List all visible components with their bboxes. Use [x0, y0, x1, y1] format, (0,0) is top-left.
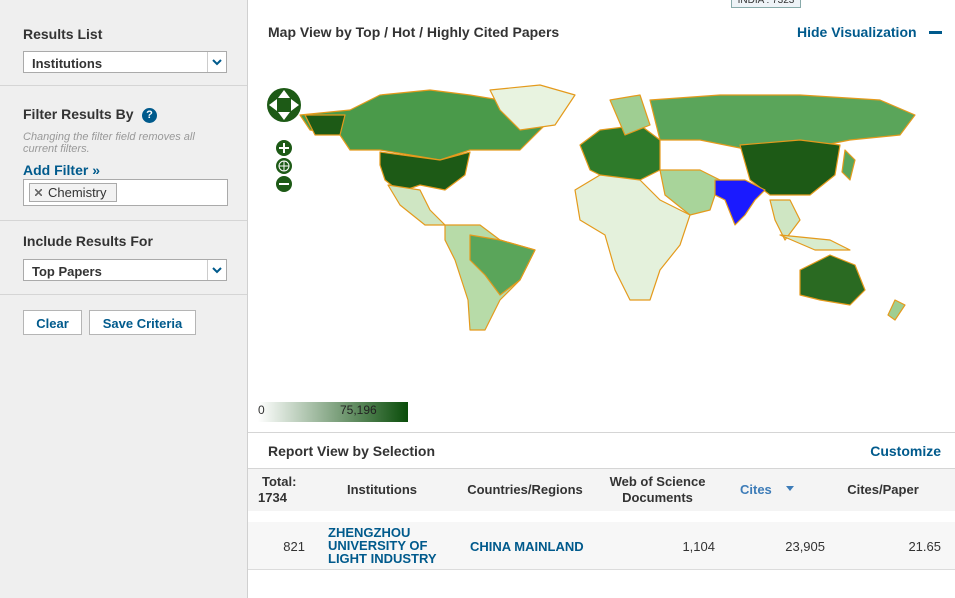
- table-row: [248, 522, 955, 570]
- column-header: Countries/Regions: [467, 482, 583, 497]
- divider: [0, 85, 247, 86]
- collapse-icon[interactable]: [929, 31, 942, 34]
- chevron: [207, 260, 222, 280]
- column-header[interactable]: Cites: [740, 482, 772, 497]
- filter-title: Filter Results By: [23, 106, 134, 122]
- table-header: [248, 468, 955, 511]
- results-list-label: Results List: [23, 26, 103, 42]
- total-label: Total:: [262, 474, 297, 489]
- column-header: Cites/Paper: [847, 482, 919, 497]
- chevron: [207, 52, 222, 72]
- customize-link[interactable]: Customize: [870, 443, 941, 459]
- world-map: [267, 84, 916, 331]
- total-count: 1734: [258, 490, 287, 505]
- column-header: Web of Science Documents: [609, 474, 706, 505]
- divider: [0, 294, 247, 295]
- documents: 1,104: [682, 539, 715, 554]
- help-icon[interactable]: ?: [142, 108, 157, 123]
- cites-per-paper: 21.65: [908, 539, 941, 554]
- clear-button[interactable]: Clear: [23, 310, 82, 335]
- country-link[interactable]: CHINA MAINLAND: [470, 539, 584, 554]
- include-select[interactable]: Top Papers: [23, 259, 227, 281]
- filter-note: Changing the filter field removes all cu…: [23, 131, 195, 155]
- hide-visualization[interactable]: Hide Visualization: [797, 24, 917, 40]
- sort-arrow: [786, 486, 794, 491]
- cites: 23,905: [785, 539, 825, 554]
- add-filter-link[interactable]: Add Filter »: [23, 162, 101, 178]
- rank: 821: [283, 539, 305, 554]
- divider: [248, 432, 955, 433]
- institution-link[interactable]: ZHENGZHOU UNIVERSITY OF LIGHT INDUSTRY: [328, 525, 437, 566]
- column-header: Institutions: [346, 482, 418, 497]
- legend-gradient: [258, 402, 408, 422]
- divider: [0, 220, 247, 221]
- map-tooltip: INDIA : 7323: [731, 0, 801, 8]
- map-title: Map View by Top / Hot / Highly Cited Pap…: [268, 24, 560, 40]
- save-button[interactable]: Save Criteria: [89, 310, 196, 335]
- select-value: Top Papers: [32, 264, 102, 279]
- map-controls[interactable]: [267, 88, 301, 192]
- include-label: Include Results For: [23, 233, 153, 249]
- legend-min: 0: [258, 403, 265, 417]
- filter-chip[interactable]: Chemistry: [29, 183, 117, 202]
- sidebar: [0, 0, 248, 598]
- report-title: Report View by Selection: [268, 443, 436, 459]
- results-list-select[interactable]: Institutions: [23, 51, 227, 73]
- legend-max: 75,196: [340, 403, 377, 417]
- chip-label: Chemistry: [48, 185, 107, 200]
- chip-remove[interactable]: [35, 189, 42, 196]
- select-value: Institutions: [32, 56, 103, 71]
